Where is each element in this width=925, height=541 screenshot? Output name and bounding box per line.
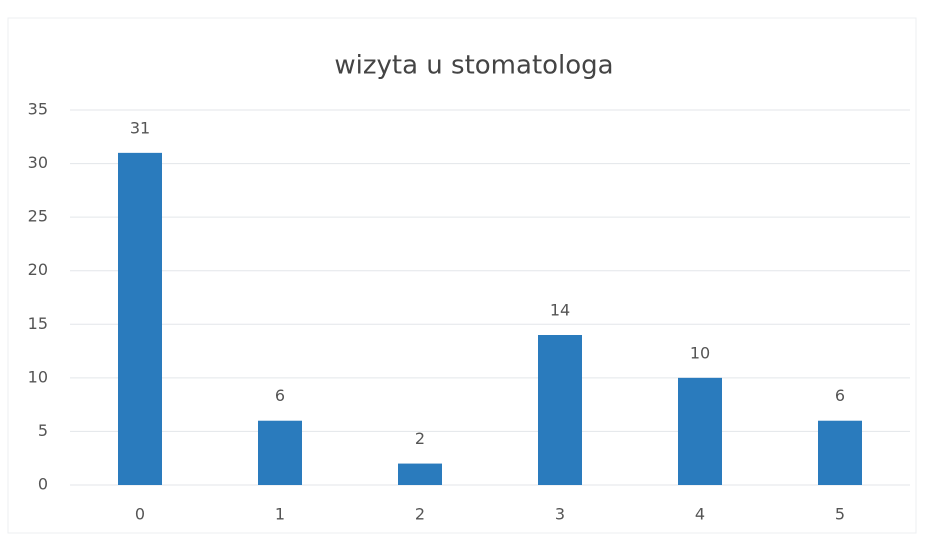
y-tick-label: 0 bbox=[38, 475, 48, 494]
bar bbox=[258, 420, 302, 485]
x-tick-label: 3 bbox=[555, 505, 565, 524]
y-tick-label: 20 bbox=[28, 260, 48, 279]
y-tick-label: 5 bbox=[38, 421, 48, 440]
x-tick-label: 2 bbox=[415, 505, 425, 524]
bar bbox=[538, 335, 582, 485]
data-label: 10 bbox=[690, 343, 710, 362]
x-tick-label: 1 bbox=[275, 505, 285, 524]
x-tick-label: 0 bbox=[135, 505, 145, 524]
y-tick-label: 10 bbox=[28, 367, 48, 386]
data-label: 2 bbox=[415, 429, 425, 448]
data-label: 14 bbox=[550, 301, 570, 320]
y-tick-label: 15 bbox=[28, 314, 48, 333]
bar bbox=[818, 420, 862, 485]
data-label: 6 bbox=[835, 386, 845, 405]
bar bbox=[398, 463, 442, 485]
data-label: 31 bbox=[130, 118, 150, 137]
y-tick-label: 30 bbox=[28, 153, 48, 172]
y-tick-label: 25 bbox=[28, 207, 48, 226]
x-tick-label: 4 bbox=[695, 505, 705, 524]
y-tick-label: 35 bbox=[28, 100, 48, 119]
data-label: 6 bbox=[275, 386, 285, 405]
bar bbox=[678, 377, 722, 485]
chart-title: wizyta u stomatologa bbox=[334, 51, 613, 81]
bar bbox=[118, 152, 162, 485]
x-tick-label: 5 bbox=[835, 505, 845, 524]
